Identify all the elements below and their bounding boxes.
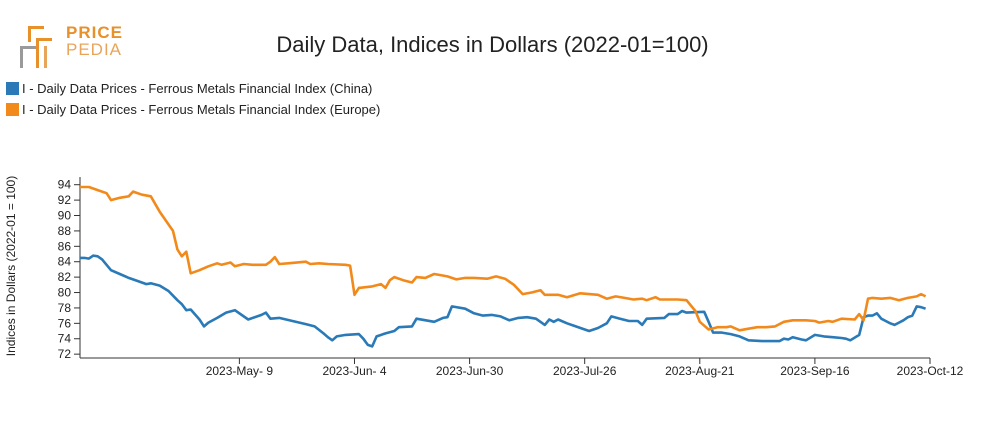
logo-line-2: PEDIA [66, 40, 123, 59]
y-tick-label: 90 [58, 209, 72, 223]
y-tick-label: 72 [58, 347, 72, 361]
y-tick-label: 74 [58, 332, 72, 346]
logo-mark-icon [20, 26, 52, 68]
y-axis-title: Indices in Dollars (2022-01 = 100) [4, 176, 18, 356]
logo-wordmark: PRICE PEDIA [66, 24, 123, 58]
x-tick-label: 2023-Jun- 4 [322, 364, 386, 378]
pricepedia-logo: PRICE PEDIA [18, 24, 128, 72]
legend-swatch-china [6, 82, 19, 95]
legend-swatch-europe [6, 103, 19, 116]
y-tick-label: 94 [58, 178, 72, 192]
chart-title: Daily Data, Indices in Dollars (2022-01=… [276, 32, 709, 57]
y-tick-label: 82 [58, 270, 72, 284]
y-tick-label: 76 [58, 316, 72, 330]
plot-area [80, 185, 927, 348]
chart-legend: I - Daily Data Prices - Ferrous Metals F… [6, 78, 380, 120]
series-line-china[interactable] [80, 254, 927, 348]
legend-item-europe[interactable]: I - Daily Data Prices - Ferrous Metals F… [6, 99, 380, 120]
x-tick-label: 2023-Oct-12 [897, 364, 964, 378]
legend-label-china: I - Daily Data Prices - Ferrous Metals F… [22, 81, 373, 96]
y-tick-label: 86 [58, 239, 72, 253]
x-axis: 2023-May- 9 2023-Jun- 4 2023-Jun-30 2023-Ju… [80, 357, 964, 378]
y-tick-label: 88 [58, 224, 72, 238]
x-tick-label: 2023-Aug-21 [665, 364, 735, 378]
logo-line-1: PRICE [66, 23, 123, 42]
y-tick-label: 92 [58, 193, 72, 207]
legend-label-europe: I - Daily Data Prices - Ferrous Metals F… [22, 102, 381, 117]
x-tick-label: 2023-May- 9 [206, 364, 274, 378]
legend-item-china[interactable]: I - Daily Data Prices - Ferrous Metals F… [6, 78, 380, 99]
y-tick-label: 78 [58, 301, 72, 315]
x-tick-label: 2023-Jul-26 [553, 364, 617, 378]
x-tick-label: 2023-Sep-16 [780, 364, 850, 378]
x-tick-label: 2023-Jun-30 [436, 364, 504, 378]
series-line-europe[interactable] [80, 185, 927, 332]
y-tick-label: 84 [58, 255, 72, 269]
y-tick-label: 80 [58, 286, 72, 300]
